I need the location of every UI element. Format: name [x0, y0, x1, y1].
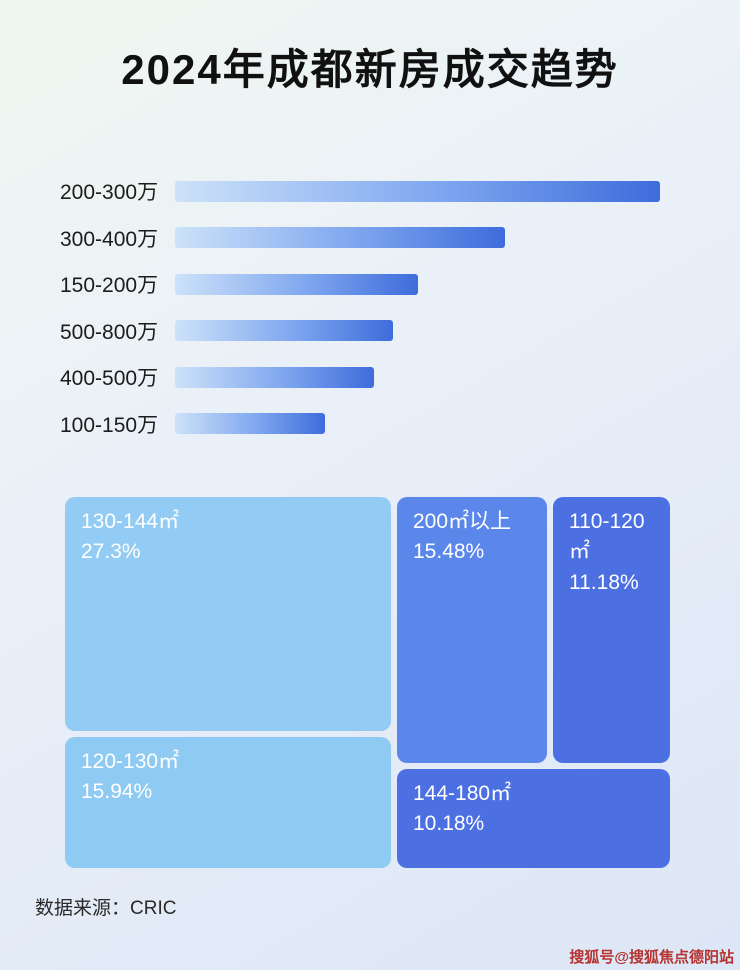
- bar: [175, 320, 394, 342]
- bar-row: 300-400万: [60, 215, 660, 262]
- bar-track: [175, 273, 660, 295]
- treemap-block-label: 110-120㎡: [569, 510, 645, 564]
- treemap-block-label: 144-180㎡: [413, 782, 512, 805]
- bar-row: 100-150万: [60, 401, 660, 448]
- bar-row: 200-300万: [60, 168, 660, 215]
- treemap-block-label: 130-144㎡: [81, 510, 180, 533]
- price-range-bar-chart: 200-300万 300-400万 150-200万 500-800万 400-…: [60, 168, 660, 447]
- watermark-text: 搜狐号@搜狐焦点德阳站: [569, 949, 734, 966]
- bar-track: [175, 413, 660, 435]
- page-title: 2024年成都新房成交趋势: [121, 46, 619, 93]
- bar-row: 400-500万: [60, 354, 660, 401]
- treemap-block-value: 10.18%: [413, 812, 485, 836]
- treemap-block: 200㎡以上 15.48%: [397, 497, 547, 763]
- bar-category-label: 500-800万: [60, 320, 159, 344]
- treemap-block-label: 120-130㎡: [81, 750, 180, 773]
- treemap-block-value: 15.48%: [413, 540, 485, 564]
- bar: [175, 227, 505, 249]
- bar-category-label: 100-150万: [60, 413, 159, 437]
- bar: [175, 366, 374, 388]
- treemap-block: 120-130㎡ 15.94%: [65, 737, 391, 868]
- bar-category-label: 200-300万: [60, 181, 159, 205]
- bar-row: 150-200万: [60, 261, 660, 308]
- treemap-block: 144-180㎡ 10.18%: [397, 769, 670, 868]
- bar: [175, 180, 660, 202]
- bar-track: [175, 320, 660, 342]
- treemap-block-value: 27.3%: [81, 540, 141, 564]
- bar-category-label: 300-400万: [60, 227, 159, 251]
- bar-row: 500-800万: [60, 308, 660, 355]
- bar-category-label: 400-500万: [60, 367, 159, 391]
- treemap-block: 110-120㎡ 11.18%: [553, 497, 670, 763]
- bar-track: [175, 227, 660, 249]
- bar: [175, 273, 418, 295]
- treemap-block-value: 15.94%: [81, 780, 153, 804]
- bar-track: [175, 366, 660, 388]
- bar: [175, 413, 326, 435]
- treemap-block-label: 200㎡以上: [413, 510, 512, 533]
- treemap-block: 130-144㎡ 27.3%: [65, 497, 391, 731]
- treemap-block-value: 11.18%: [569, 570, 639, 594]
- bar-category-label: 150-200万: [60, 274, 159, 298]
- data-source-label: 数据来源：CRIC: [35, 898, 177, 919]
- bar-track: [175, 180, 660, 202]
